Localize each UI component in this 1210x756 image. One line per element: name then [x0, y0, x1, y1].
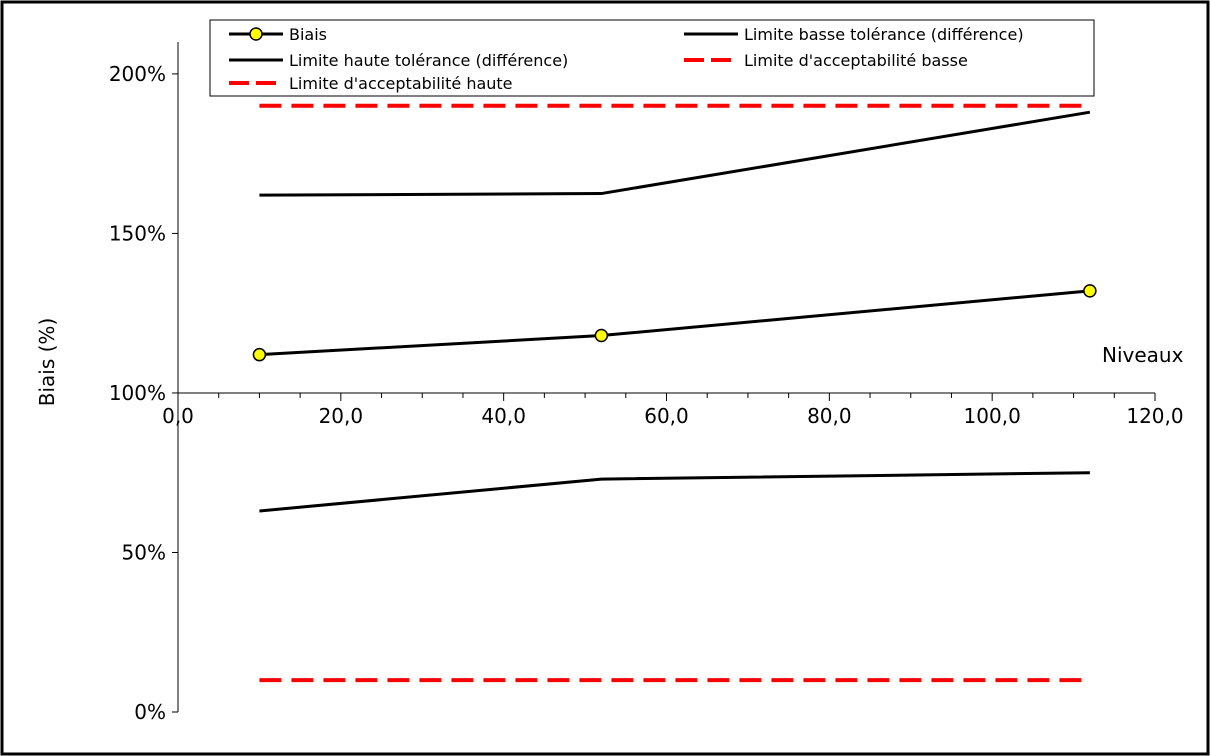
- y-tick-label: 150%: [109, 221, 166, 245]
- y-tick-label: 100%: [109, 381, 166, 405]
- series-layer: [252, 103, 1097, 683]
- x-tick-label: 20,0: [319, 404, 364, 428]
- legend-label: Limite haute tolérance (différence): [289, 51, 568, 70]
- y-tick-label: 50%: [122, 540, 166, 564]
- y-axis-title: Biais (%): [35, 318, 59, 406]
- legend-label: Limite d'acceptabilité haute: [289, 74, 513, 93]
- legend-label: Limite basse tolérance (différence): [744, 25, 1024, 44]
- legend-marker: [249, 27, 263, 41]
- y-tick-label: 0%: [134, 700, 166, 724]
- legend-label: Limite d'acceptabilité basse: [744, 51, 968, 70]
- x-tick-label: 80,0: [807, 404, 852, 428]
- series-line-1: [259, 471, 1090, 513]
- data-point: [1083, 284, 1097, 298]
- legend-box: [209, 19, 1095, 97]
- x-axis: 0,0 20,0 40,0 60,0 80,0 100,0 120,0: [162, 392, 1184, 428]
- y-tick-label: 200%: [109, 62, 166, 86]
- x-axis-title: Niveaux: [1102, 343, 1184, 367]
- legend-label: Biais: [289, 25, 327, 44]
- x-tick-label: 100,0: [964, 404, 1021, 428]
- x-tick-label: 0,0: [162, 404, 194, 428]
- y-axis: 0% 50% 100% 150% 200%: [109, 42, 179, 724]
- series-line-2: [259, 110, 1091, 197]
- data-point: [252, 347, 267, 362]
- x-tick-label: 120,0: [1126, 404, 1183, 428]
- x-tick-label: 40,0: [481, 404, 526, 428]
- x-tick-label: 60,0: [644, 404, 689, 428]
- legend: Biais Limite basse tolérance (différence)…: [209, 19, 1095, 97]
- data-point: [594, 328, 609, 343]
